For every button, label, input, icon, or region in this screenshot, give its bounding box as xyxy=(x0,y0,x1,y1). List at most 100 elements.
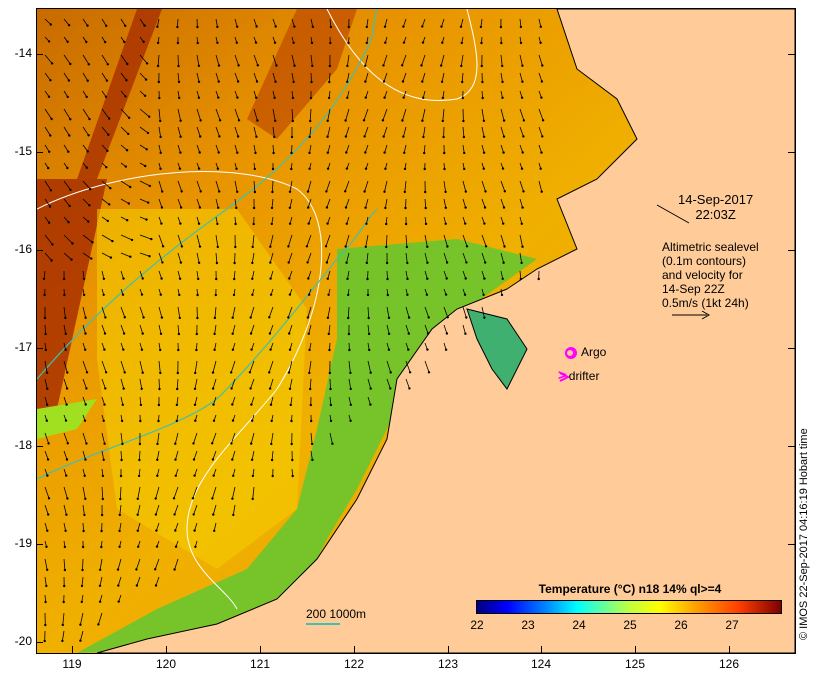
velocity-arrow xyxy=(158,180,163,192)
velocity-arrow-head xyxy=(250,348,253,351)
velocity-arrow xyxy=(327,108,331,121)
velocity-arrow xyxy=(519,252,522,263)
velocity-arrow xyxy=(193,450,198,460)
velocity-arrow-head xyxy=(288,332,291,335)
velocity-arrow xyxy=(481,126,485,137)
velocity-arrow-head xyxy=(84,332,87,335)
velocity-arrow-head xyxy=(80,584,84,588)
velocity-arrow-head xyxy=(123,40,126,44)
velocity-arrow xyxy=(308,324,312,334)
velocity-arrow xyxy=(139,252,150,257)
velocity-arrow-head xyxy=(387,316,391,319)
velocity-arrow xyxy=(101,144,108,152)
velocity-arrow xyxy=(230,360,236,373)
velocity-arrow xyxy=(268,306,274,318)
velocity-arrow-head xyxy=(310,41,314,45)
velocity-arrow xyxy=(402,72,407,82)
velocity-arrow-head xyxy=(426,277,429,280)
velocity-arrow xyxy=(120,396,124,405)
velocity-arrow-head xyxy=(522,190,525,193)
velocity-arrow-head xyxy=(230,371,233,374)
velocity-arrow xyxy=(345,144,350,153)
velocity-arrow-head xyxy=(288,190,292,193)
velocity-arrow-head xyxy=(192,442,195,445)
velocity-arrow-head xyxy=(346,96,349,100)
velocity-arrow-head xyxy=(462,135,466,139)
velocity-arrow-head xyxy=(367,332,371,336)
velocity-arrow-head xyxy=(288,348,292,351)
velocity-arrow-head xyxy=(106,219,110,223)
velocity-arrow-head xyxy=(217,151,220,154)
velocity-arrow-head xyxy=(269,245,272,248)
velocity-arrow xyxy=(82,360,88,373)
velocity-arrow xyxy=(252,234,255,247)
velocity-arrow-head xyxy=(51,243,54,246)
velocity-arrow-head xyxy=(306,190,310,193)
colorbar-tick: 25 xyxy=(623,618,637,632)
velocity-arrow-head xyxy=(441,41,444,44)
velocity-arrow-head xyxy=(366,277,369,281)
velocity-arrow-head xyxy=(64,348,67,351)
velocity-arrow xyxy=(157,432,160,444)
velocity-arrow-head xyxy=(329,403,333,407)
y-tick-mark xyxy=(36,544,43,545)
velocity-arrow-head xyxy=(100,545,103,549)
velocity-arrow-head xyxy=(138,442,142,446)
velocity-arrow-head xyxy=(519,25,523,29)
velocity-arrow xyxy=(139,144,147,150)
velocity-arrow-head xyxy=(344,206,348,209)
velocity-arrow xyxy=(82,234,93,243)
velocity-arrow xyxy=(101,324,106,334)
velocity-arrow-head xyxy=(483,222,486,225)
velocity-arrow-head xyxy=(86,24,89,27)
velocity-arrow-head xyxy=(311,25,314,28)
velocity-arrow xyxy=(269,234,274,247)
velocity-arrow xyxy=(519,198,523,208)
velocity-arrow xyxy=(101,450,105,460)
velocity-arrow xyxy=(288,252,293,263)
velocity-arrow-head xyxy=(287,245,290,248)
velocity-arrow-head xyxy=(193,474,196,477)
velocity-arrow xyxy=(326,198,331,208)
velocity-arrow xyxy=(215,234,219,247)
velocity-arrow-head xyxy=(98,600,102,603)
drifter-marker xyxy=(559,372,571,382)
velocity-arrow-head xyxy=(156,474,159,477)
velocity-arrow xyxy=(421,72,426,82)
velocity-arrow-head xyxy=(141,371,144,374)
velocity-arrow xyxy=(348,360,351,373)
velocity-arrow-head xyxy=(67,221,70,224)
velocity-arrow-head xyxy=(364,245,367,248)
altimetry-line-3: and velocity for xyxy=(662,268,743,282)
velocity-arrow-head xyxy=(85,40,88,44)
velocity-arrow-head xyxy=(231,316,234,319)
velocity-arrow xyxy=(139,72,147,80)
velocity-arrow-head xyxy=(107,133,110,136)
velocity-arrow xyxy=(307,252,312,263)
velocity-arrow-head xyxy=(130,238,134,242)
velocity-arrow-head xyxy=(327,332,330,336)
velocity-arrow xyxy=(538,144,542,153)
velocity-arrow-head xyxy=(292,80,295,84)
velocity-arrow xyxy=(385,198,388,208)
velocity-arrow-head xyxy=(291,458,294,462)
velocity-arrow-head xyxy=(193,387,197,390)
velocity-arrow xyxy=(44,504,49,515)
velocity-arrow xyxy=(538,180,543,192)
velocity-arrow-head xyxy=(444,293,448,296)
velocity-arrow-head xyxy=(144,164,147,168)
velocity-arrow-head xyxy=(307,277,310,280)
velocity-arrow-head xyxy=(461,96,464,100)
velocity-arrow xyxy=(365,198,369,208)
velocity-arrow-head xyxy=(97,623,100,626)
velocity-arrow-head xyxy=(384,206,387,210)
velocity-arrow xyxy=(519,234,523,247)
velocity-arrow-head xyxy=(325,206,329,209)
velocity-arrow xyxy=(462,270,467,279)
velocity-arrow xyxy=(233,270,236,280)
velocity-arrow-head xyxy=(159,332,163,335)
velocity-arrow-head xyxy=(65,458,69,461)
velocity-arrow-head xyxy=(426,245,429,248)
velocity-arrow-head xyxy=(66,166,69,170)
velocity-arrow xyxy=(139,180,150,187)
